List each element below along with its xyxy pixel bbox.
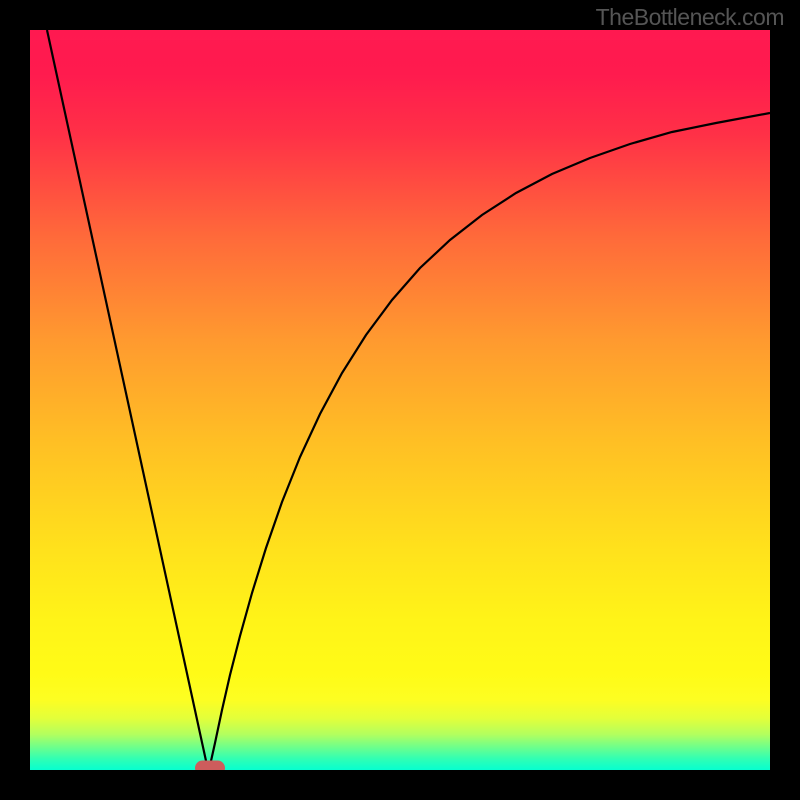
watermark-text: TheBottleneck.com: [596, 4, 784, 31]
minimum-marker: [195, 760, 225, 770]
plot-area: [30, 30, 770, 770]
chart-container: TheBottleneck.com: [0, 0, 800, 800]
bottleneck-curve: [30, 30, 770, 770]
curve-right-branch: [209, 113, 770, 770]
curve-left-branch: [47, 30, 208, 770]
